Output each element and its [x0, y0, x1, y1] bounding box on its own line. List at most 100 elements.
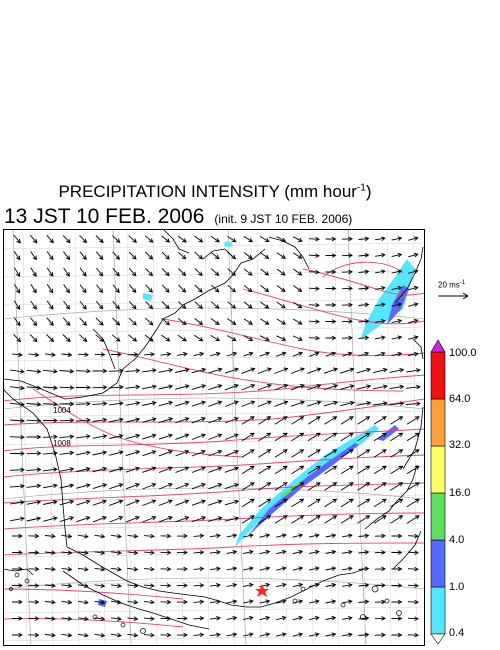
wind-arrow: [276, 566, 287, 571]
wind-arrow: [373, 384, 388, 390]
wind-arrow: [158, 450, 173, 457]
wind-arrow: [143, 352, 155, 357]
wind-arrow: [357, 416, 371, 425]
wind-arrow: [78, 583, 89, 589]
wind-arrow: [407, 632, 419, 638]
wind-arrow: [79, 267, 87, 277]
wind-arrow: [175, 483, 190, 490]
wind-arrow: [142, 384, 157, 390]
isobar-label-1008: 1008: [53, 439, 71, 448]
wind-arrow: [276, 335, 287, 341]
valid-time-line: 13 JST 10 FEB. 2006 (init. 9 JST 10 FEB. …: [4, 205, 352, 229]
wind-arrow: [309, 582, 320, 588]
wind-arrow: [274, 515, 288, 524]
wind-arrow: [143, 616, 155, 621]
wind-arrow: [373, 465, 387, 475]
wind-arrow: [63, 300, 71, 310]
color-scale: 100.0 64.0 32.0 16.0 4.0 1.0 0.4: [430, 339, 477, 645]
wind-arrow: [109, 450, 124, 456]
wind-arrow: [375, 351, 386, 357]
wind-arrow: [10, 516, 25, 522]
wind-arrow: [274, 432, 288, 442]
wind-arrow: [28, 566, 40, 572]
wind-arrow: [59, 450, 75, 456]
wind-arrow: [110, 616, 122, 622]
grid-line: [256, 229, 262, 646]
wind-arrow: [79, 317, 88, 326]
wind-arrow: [241, 482, 255, 491]
wind-arrow: [112, 300, 120, 310]
precip-area: [235, 425, 379, 547]
island: [140, 628, 146, 634]
wind-arrow: [78, 616, 89, 622]
wind-arrow: [374, 566, 386, 572]
wind-arrow: [125, 401, 141, 406]
wind-arrow: [406, 482, 420, 491]
scale-box: [430, 492, 446, 541]
wind-arrow: [243, 632, 254, 637]
wind-arrow: [324, 515, 338, 524]
wind-arrow: [390, 498, 404, 508]
wind-arrow: [125, 417, 141, 423]
wind-arrow: [391, 550, 403, 555]
wind-arrow: [61, 550, 73, 556]
coastline: [62, 570, 210, 630]
wind-arrow: [79, 251, 87, 261]
precip-area: [377, 425, 399, 441]
wind-arrow: [243, 549, 254, 555]
wind-arrow: [110, 599, 122, 605]
wind-arrow: [276, 615, 287, 621]
wind-arrow: [325, 335, 337, 341]
wind-arrow: [291, 449, 305, 458]
wind-arrow: [125, 466, 140, 473]
wind-arrow: [191, 400, 206, 407]
wind-arrow: [258, 416, 272, 425]
wind-arrow: [307, 465, 321, 475]
wind-arrow: [408, 252, 419, 258]
wind-arrow: [307, 367, 322, 374]
wind-arrow: [274, 367, 289, 374]
wind-arrow: [274, 449, 288, 458]
wind-arrow: [390, 449, 404, 458]
wind-arrow: [391, 335, 403, 340]
init-time: (init. 9 JST 10 FEB. 2006): [214, 212, 353, 226]
grid-line: [3, 578, 425, 586]
isobar-line: [3, 454, 425, 478]
parallel-line: [3, 487, 425, 500]
wind-arrow: [209, 615, 221, 621]
wind-arrow: [224, 433, 239, 440]
wind-arrow: [358, 351, 370, 357]
wind-arrow: [210, 284, 220, 293]
grid-line: [230, 229, 236, 646]
wind-arrow: [391, 269, 403, 274]
wind-arrow: [292, 632, 304, 637]
wind-arrow: [373, 416, 387, 425]
grid-line: [100, 229, 106, 646]
wind-arrow: [143, 599, 155, 605]
wind-arrow: [293, 268, 303, 276]
wind-arrow: [408, 302, 419, 307]
wind-arrow: [178, 284, 187, 293]
wind-arrow: [309, 599, 320, 604]
wind-arrow: [309, 632, 320, 637]
wind-arrow: [390, 416, 404, 425]
wind-arrow: [260, 268, 270, 276]
wind-arrow: [194, 251, 204, 260]
wind-arrow: [226, 599, 238, 604]
wind-arrow: [308, 236, 320, 242]
isobar-line: [32, 388, 244, 458]
wind-arrow: [308, 319, 320, 324]
wind-arrow: [357, 498, 371, 508]
wind-arrow: [243, 335, 254, 341]
grid-line: [3, 242, 425, 250]
wind-arrow: [291, 515, 305, 524]
wind-arrow: [276, 533, 287, 538]
wind-arrow: [260, 285, 270, 293]
wind-arrow: [325, 632, 337, 637]
island: [384, 598, 390, 604]
wind-arrow: [406, 449, 420, 458]
wind-arrow: [243, 236, 253, 243]
wind-arrow: [357, 515, 371, 524]
scale-box: [430, 398, 446, 447]
wind-arrow: [43, 418, 58, 423]
